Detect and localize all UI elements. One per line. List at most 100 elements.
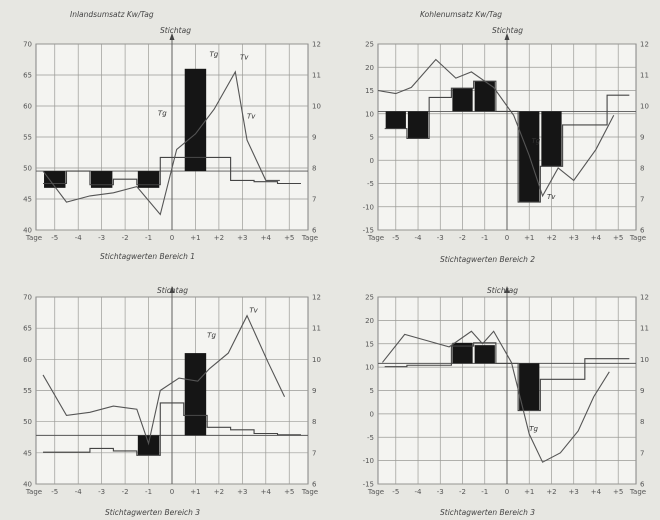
x-tick-label: -2 bbox=[459, 234, 466, 242]
x-tick-label: +2 bbox=[546, 234, 556, 242]
x-tick-label: -5 bbox=[51, 488, 58, 496]
y-tick-label-left: 70 bbox=[23, 41, 32, 49]
chart-panel-top-right: Kohlenumsatz Kw/Tag Stichtag Stichtagwer… bbox=[363, 10, 649, 264]
x-tick-label: -2 bbox=[122, 488, 129, 496]
step-series bbox=[43, 402, 301, 456]
data-bar bbox=[184, 353, 207, 436]
y-tick-label-right: 11 bbox=[640, 325, 649, 333]
data-bar bbox=[474, 81, 495, 112]
x-tick-label: -3 bbox=[437, 234, 444, 242]
panel-caption: Stichtagwerten Bereich 3 bbox=[440, 508, 535, 517]
chart-panel-top-left: Inlandsumsatz Kw/Tag Stichtag Stichtagwe… bbox=[23, 10, 321, 261]
x-tick-label: 0 bbox=[170, 234, 174, 242]
x-tick-label: -3 bbox=[98, 234, 105, 242]
x-tick-label: +1 bbox=[190, 234, 200, 242]
x-tick-label: +2 bbox=[214, 488, 224, 496]
x-tick-label: +3 bbox=[237, 234, 247, 242]
y-tick-label-left: 60 bbox=[23, 356, 32, 364]
y-tick-label-left: 70 bbox=[23, 294, 32, 302]
y-tick-label-right: 12 bbox=[312, 294, 321, 302]
panel-caption: Stichtagwerten Bereich 1 bbox=[100, 252, 195, 261]
y-tick-label-right: 6 bbox=[312, 481, 317, 489]
y-tick-label-right: 9 bbox=[640, 387, 644, 395]
x-tick-label: -3 bbox=[437, 488, 444, 496]
y-tick-label-left: 55 bbox=[23, 134, 32, 142]
x-tick-label: +3 bbox=[569, 488, 579, 496]
y-tick-label-right: 11 bbox=[312, 72, 321, 80]
x-tick-label: -1 bbox=[145, 488, 152, 496]
data-bar bbox=[90, 171, 113, 188]
step-series bbox=[384, 80, 630, 203]
y-tick-label-right: 9 bbox=[312, 134, 316, 142]
y-tick-label-left: -10 bbox=[363, 457, 374, 465]
chart-panel-bottom-left: Stichtag Stichtagwerten Bereich 3 706560… bbox=[23, 286, 321, 517]
x-tick-label: -4 bbox=[75, 234, 83, 242]
x-tick-label: Tage bbox=[25, 488, 42, 496]
annotation-label: Tg bbox=[158, 109, 167, 117]
data-bar bbox=[137, 171, 160, 188]
y-tick-label-left: 65 bbox=[23, 72, 32, 80]
panel-header: Inlandsumsatz Kw/Tag bbox=[70, 10, 154, 19]
x-tick-label: -1 bbox=[481, 234, 488, 242]
y-tick-label-right: 8 bbox=[312, 165, 316, 173]
y-tick-label-left: -15 bbox=[363, 227, 374, 235]
x-tick-label: Tage bbox=[301, 488, 318, 496]
y-tick-label-right: 9 bbox=[312, 387, 316, 395]
y-tick-label-left: 45 bbox=[23, 449, 32, 457]
data-bar bbox=[541, 111, 562, 167]
x-tick-label: -3 bbox=[98, 488, 105, 496]
y-tick-label-left: 60 bbox=[23, 103, 32, 111]
x-tick-label: -1 bbox=[481, 488, 488, 496]
y-tick-label-right: 10 bbox=[312, 356, 321, 364]
y-tick-label-left: 15 bbox=[365, 87, 374, 95]
y-tick-label-right: 10 bbox=[640, 356, 649, 364]
y-tick-label-left: -5 bbox=[367, 434, 374, 442]
y-tick-label-left: 45 bbox=[23, 196, 32, 204]
x-tick-label: +4 bbox=[261, 488, 272, 496]
x-tick-label: Tage bbox=[25, 234, 42, 242]
y-tick-label-left: 65 bbox=[23, 325, 32, 333]
y-tick-label-right: 12 bbox=[312, 41, 321, 49]
stichtag-label: Stichtag bbox=[487, 286, 518, 295]
x-tick-label: +4 bbox=[261, 234, 272, 242]
x-tick-label: +2 bbox=[546, 488, 556, 496]
y-tick-label-right: 7 bbox=[640, 449, 644, 457]
x-tick-label: -5 bbox=[392, 488, 399, 496]
step-series bbox=[43, 156, 301, 186]
chart-panel-bottom-right: Stichtag Stichtagwerten Bereich 3 25 20 15… bbox=[363, 286, 649, 517]
y-tick-label-left: 10 bbox=[365, 364, 374, 372]
x-tick-label: Tage bbox=[629, 488, 646, 496]
y-tick-label-left: 10 bbox=[365, 110, 374, 118]
annotation-label: Tv bbox=[547, 193, 556, 201]
y-tick-label-left: 55 bbox=[23, 387, 32, 395]
y-tick-label-right: 6 bbox=[640, 227, 645, 235]
stichtag-arrow-head bbox=[504, 33, 510, 40]
x-tick-label: 0 bbox=[505, 234, 509, 242]
x-tick-label: +3 bbox=[237, 488, 247, 496]
x-tick-label: -4 bbox=[75, 488, 83, 496]
data-bar bbox=[137, 435, 160, 456]
x-tick-label: +1 bbox=[524, 234, 534, 242]
annotation-label: Tg bbox=[210, 50, 219, 58]
x-tick-label: +5 bbox=[613, 488, 623, 496]
y-tick-label-left: -15 bbox=[363, 481, 374, 489]
annotation-label: Tv bbox=[249, 307, 258, 315]
panel-header: Kohlenumsatz Kw/Tag bbox=[420, 10, 502, 19]
y-tick-label-right: 10 bbox=[312, 103, 321, 111]
line-series bbox=[42, 70, 280, 216]
y-tick-label-left: 50 bbox=[23, 418, 32, 426]
y-tick-label-right: 11 bbox=[312, 325, 321, 333]
y-tick-label-left: 25 bbox=[365, 294, 374, 302]
y-tick-label-left: 40 bbox=[23, 481, 32, 489]
x-tick-label: +3 bbox=[569, 234, 579, 242]
x-tick-label: -2 bbox=[122, 234, 129, 242]
annotation-label: Tg bbox=[529, 425, 538, 433]
y-tick-label-left: -10 bbox=[363, 203, 374, 211]
x-tick-label: -4 bbox=[415, 488, 423, 496]
stichtag-label: Stichtag bbox=[492, 26, 523, 35]
y-tick-label-left: 40 bbox=[23, 227, 32, 235]
y-tick-label-left: 15 bbox=[365, 340, 374, 348]
x-tick-label: Tage bbox=[629, 234, 646, 242]
data-bar bbox=[519, 363, 540, 411]
